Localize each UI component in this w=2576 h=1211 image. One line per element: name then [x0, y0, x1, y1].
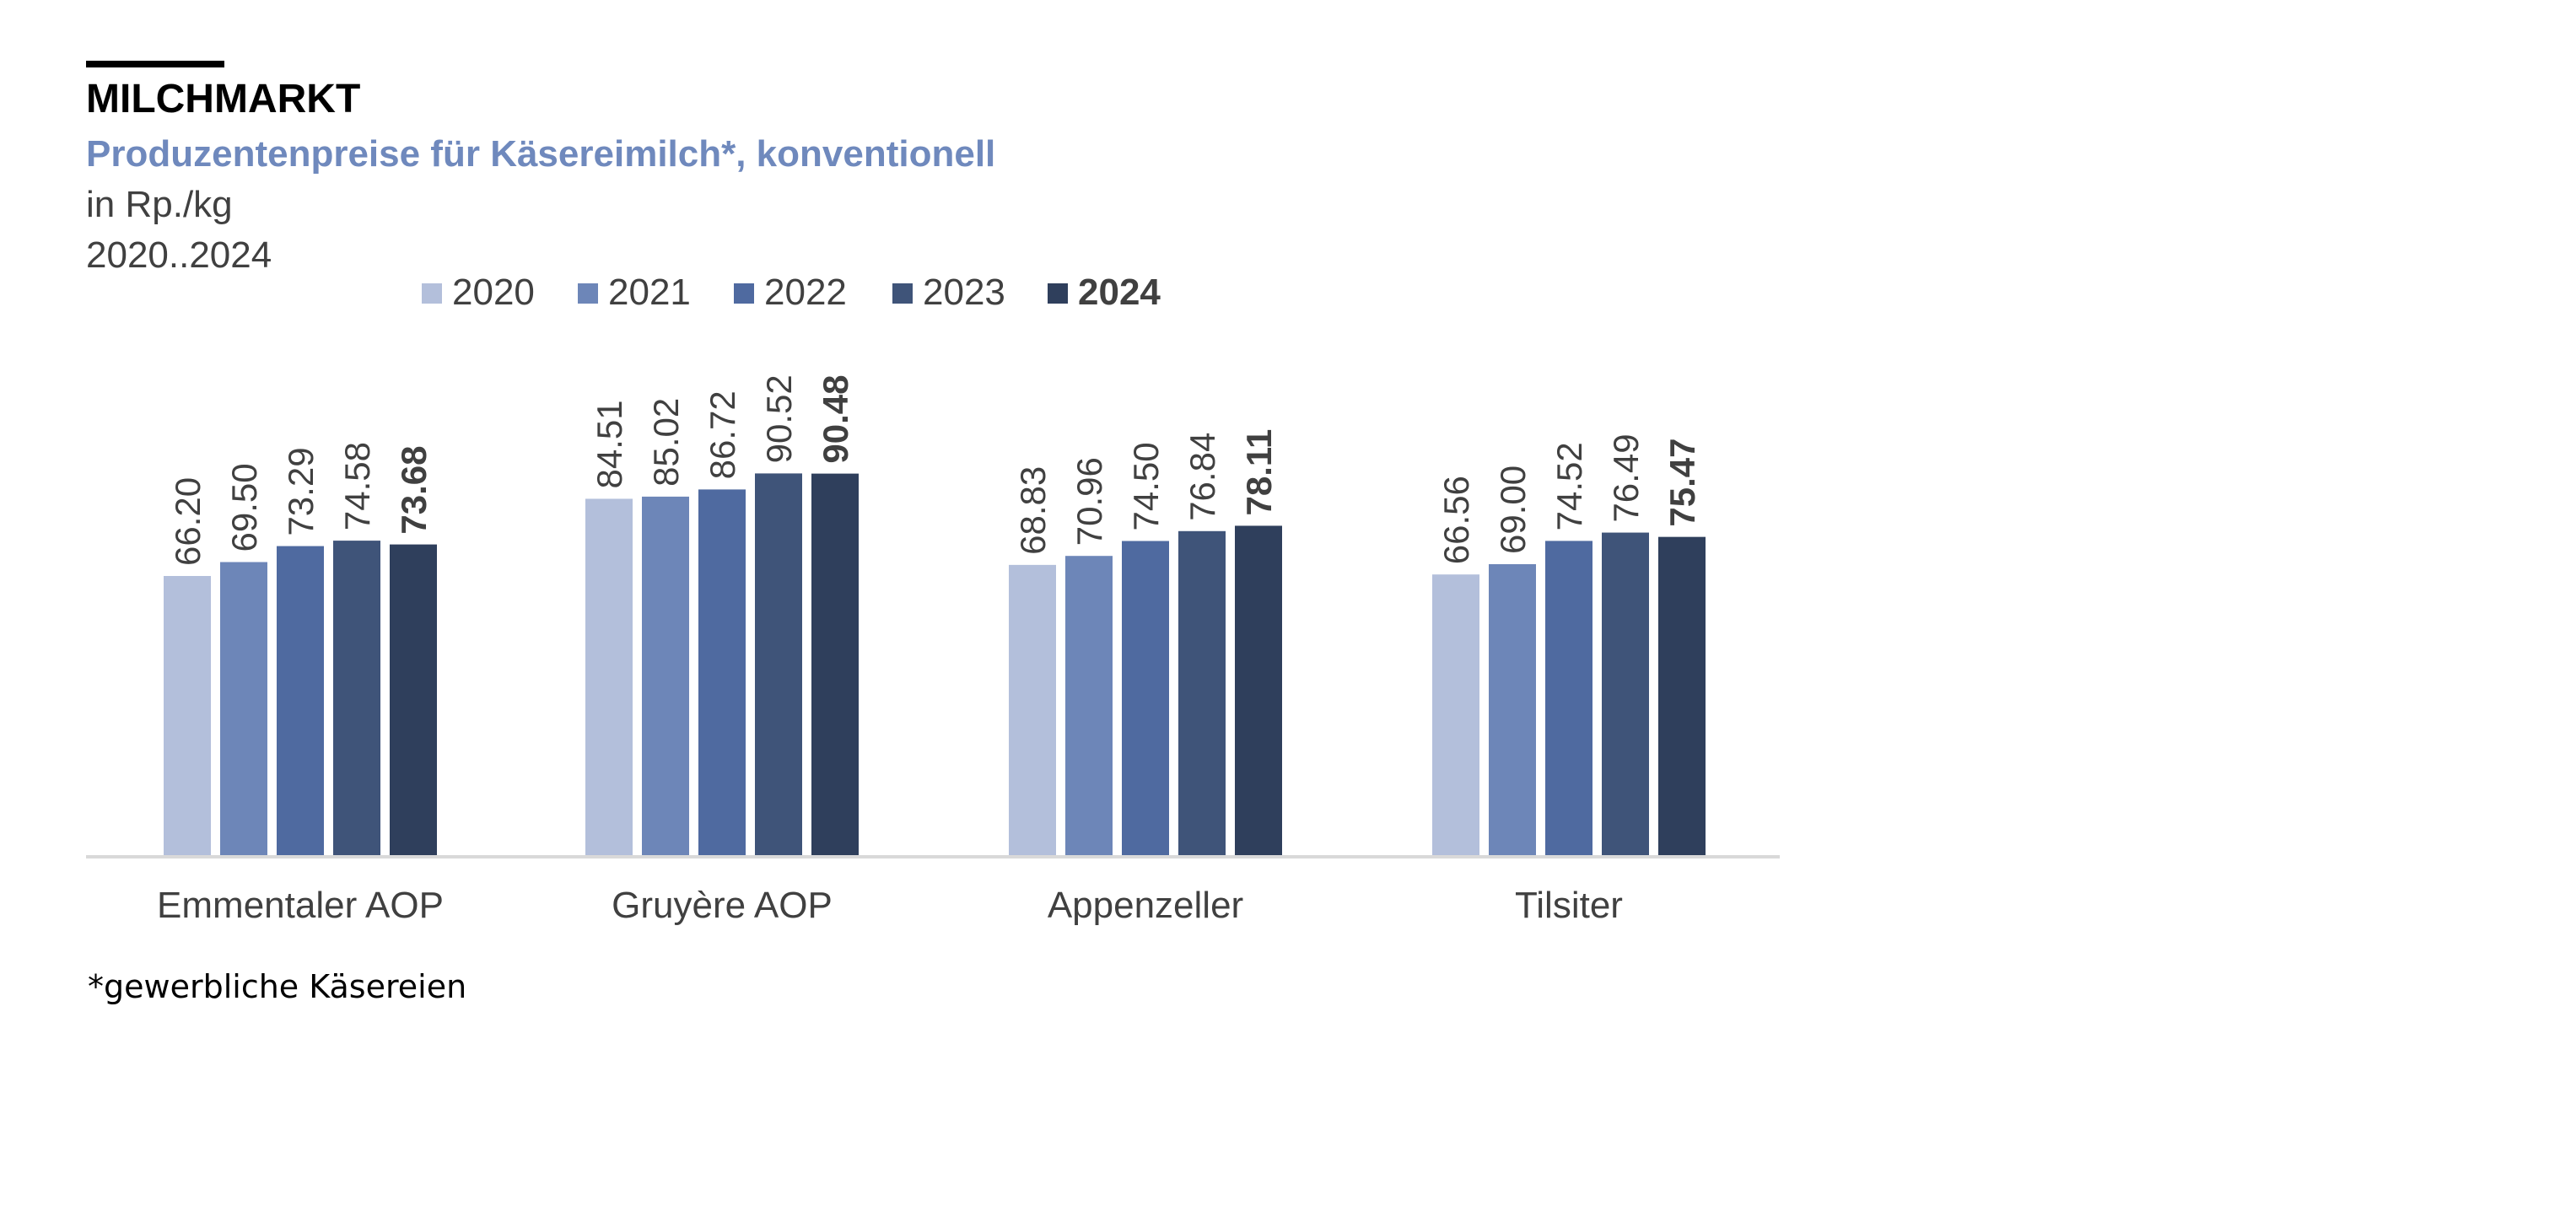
title-rule [86, 61, 224, 67]
data-label-2023-3: 76.49 [1606, 433, 1646, 522]
legend-label-2023: 2023 [923, 272, 1005, 313]
chart-subtitle: Produzentenpreise für Käsereimilch*, kon… [86, 133, 996, 175]
bar-2021-1 [642, 496, 689, 855]
bar-2023-0 [333, 541, 380, 855]
data-label-2023-1: 90.52 [759, 374, 799, 463]
bar-2024-3 [1658, 536, 1706, 855]
data-label-2022-1: 86.72 [703, 390, 742, 479]
legend-swatch-2024 [1048, 283, 1068, 304]
x-tick-label-3: Tilsiter [1515, 885, 1623, 926]
data-label-2022-0: 73.29 [281, 447, 321, 536]
bar-2022-0 [277, 546, 324, 855]
bar-2024-0 [390, 544, 437, 855]
bar-2021-0 [220, 562, 267, 855]
bar-2020-2 [1009, 564, 1056, 855]
data-label-2021-2: 70.96 [1070, 457, 1109, 546]
unit-label: in Rp./kg [86, 184, 233, 225]
bar-2021-2 [1065, 556, 1113, 855]
legend-label-2020: 2020 [452, 272, 535, 313]
bar-2023-1 [755, 473, 802, 855]
data-label-2021-3: 69.00 [1493, 466, 1533, 554]
legend-swatch-2021 [578, 283, 598, 304]
data-label-2020-0: 66.20 [168, 477, 207, 566]
bar-2024-2 [1235, 525, 1282, 855]
bar-2020-3 [1432, 574, 1479, 855]
bar-2020-1 [585, 498, 633, 855]
x-tick-label-1: Gruyère AOP [612, 885, 833, 926]
data-label-2021-1: 85.02 [646, 398, 686, 487]
bar-2022-1 [698, 489, 746, 855]
data-label-2024-1: 90.48 [816, 374, 855, 463]
bar-2023-3 [1602, 532, 1649, 855]
data-label-2022-3: 74.52 [1549, 442, 1589, 530]
bar-2020-0 [164, 576, 211, 855]
data-label-2023-0: 74.58 [337, 442, 377, 530]
data-label-2024-3: 75.47 [1663, 439, 1702, 527]
data-label-2020-2: 68.83 [1013, 466, 1053, 555]
data-label-2021-0: 69.50 [224, 463, 264, 552]
legend-label-2024: 2024 [1078, 272, 1161, 313]
legend-swatch-2020 [422, 283, 442, 304]
bar-2024-1 [811, 473, 859, 855]
period-label: 2020..2024 [86, 234, 272, 276]
x-tick-label-0: Emmentaler AOP [157, 885, 444, 926]
data-label-2020-1: 84.51 [590, 400, 629, 488]
bar-2022-3 [1545, 541, 1592, 855]
x-tick-label-2: Appenzeller [1048, 885, 1243, 926]
data-label-2020-3: 66.56 [1436, 476, 1476, 564]
data-label-2024-2: 78.11 [1239, 429, 1279, 516]
footnote: *gewerbliche Käsereien [88, 968, 467, 1005]
data-label-2024-0: 73.68 [394, 445, 434, 534]
data-label-2022-2: 74.50 [1126, 442, 1166, 530]
data-label-2023-2: 76.84 [1183, 433, 1222, 521]
bar-2021-3 [1489, 564, 1536, 855]
bar-2022-2 [1122, 541, 1169, 855]
page-title: MILCHMARKT [86, 77, 361, 121]
legend-swatch-2023 [892, 283, 913, 304]
legend-label-2021: 2021 [608, 272, 691, 313]
legend-label-2022: 2022 [764, 272, 847, 313]
legend-swatch-2022 [734, 283, 754, 304]
bar-2023-2 [1178, 530, 1226, 855]
